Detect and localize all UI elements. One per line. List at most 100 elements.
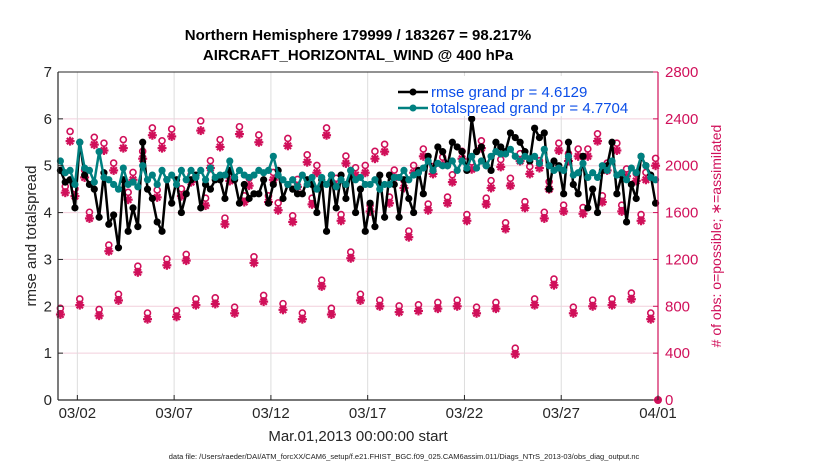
rmse-point xyxy=(90,185,98,193)
asterisk-stroke xyxy=(66,137,75,146)
rmse-point xyxy=(240,180,248,189)
asterisk-stroke xyxy=(75,301,84,310)
rmse-point xyxy=(395,213,403,221)
obs-possible-marker xyxy=(109,159,118,167)
obs-assimilated-marker xyxy=(462,216,472,226)
totalspread-point xyxy=(579,159,587,167)
rmse-point xyxy=(622,218,631,226)
rmse-point xyxy=(313,208,321,217)
obs-possible-marker xyxy=(216,135,224,144)
asterisk-stroke xyxy=(220,220,229,229)
obs-assimilated-marker xyxy=(423,205,433,215)
totalspread-point xyxy=(560,166,568,174)
y2-tick-label: 2800 xyxy=(665,64,698,81)
rmse-point xyxy=(381,213,389,221)
totalspread-point xyxy=(313,185,321,193)
line-layer xyxy=(56,115,660,252)
rmse-point xyxy=(356,185,365,193)
asterisk-stroke xyxy=(496,162,505,171)
totalspread-point xyxy=(511,152,519,160)
totalspread-point xyxy=(531,152,539,160)
obs-assimilated-marker xyxy=(568,308,578,318)
rmse-point xyxy=(439,148,447,156)
rmse-point xyxy=(569,180,577,189)
totalspread-point xyxy=(289,176,297,184)
asterisk-stroke xyxy=(370,154,379,163)
totalspread-point xyxy=(419,164,427,172)
obs-assimilated-marker xyxy=(617,206,627,216)
rmse-point xyxy=(114,244,123,252)
totalspread-point xyxy=(134,183,142,191)
rmse-point xyxy=(593,208,602,217)
obs-possible-marker xyxy=(206,156,215,165)
asterisk-stroke xyxy=(337,216,346,225)
obs-assimilated-marker xyxy=(554,145,564,155)
totalspread-point xyxy=(356,173,365,182)
rmse-point xyxy=(168,199,176,207)
totalspread-point xyxy=(235,166,244,174)
rmse-point xyxy=(468,115,476,123)
totalspread-point xyxy=(226,157,234,165)
totalspread-point xyxy=(506,145,515,153)
obs-assimilated-marker xyxy=(84,213,94,223)
obs-assimilated-marker xyxy=(133,267,143,277)
rmse-point xyxy=(651,199,660,207)
y2-tick-label: 0 xyxy=(665,392,673,409)
y2-tick-label: 2000 xyxy=(665,158,698,175)
obs-possible-marker xyxy=(158,137,166,145)
rmse-point xyxy=(197,204,205,212)
obs-assimilated-marker xyxy=(646,314,656,324)
rmse-point xyxy=(472,148,481,156)
asterisk-stroke xyxy=(506,181,515,190)
asterisk-stroke xyxy=(525,169,534,178)
y-tick-label: 5 xyxy=(44,158,52,175)
obs-assimilated-marker xyxy=(104,246,114,256)
obs-assimilated-marker xyxy=(549,280,559,290)
obs-assimilated-marker xyxy=(481,199,491,209)
obs-possible-marker xyxy=(119,135,128,144)
rmse-point xyxy=(453,143,461,151)
rmse-point xyxy=(550,157,558,165)
obs-possible-marker xyxy=(371,147,379,156)
obs-assimilated-marker xyxy=(443,198,453,208)
rmse-point xyxy=(269,180,277,189)
asterisk-stroke xyxy=(104,247,113,256)
obs-possible-marker xyxy=(322,124,331,132)
totalspread-point xyxy=(371,176,379,184)
obs-possible-marker xyxy=(129,168,137,177)
obs-assimilated-marker xyxy=(196,126,206,136)
rmse-point xyxy=(632,194,640,203)
obs-assimilated-marker xyxy=(375,301,385,311)
totalspread-point xyxy=(516,157,524,165)
totalspread-point xyxy=(90,178,98,186)
obs-assimilated-marker xyxy=(288,217,298,227)
asterisk-stroke xyxy=(167,132,176,141)
obs-assimilated-marker xyxy=(249,258,259,268)
obs-assimilated-marker xyxy=(341,158,351,168)
totalspread-point xyxy=(119,164,127,172)
rmse-point xyxy=(332,204,340,212)
rmse-point xyxy=(535,134,544,142)
rmse-point xyxy=(540,129,548,137)
asterisk-stroke xyxy=(274,206,283,215)
obs-assimilated-marker xyxy=(486,183,496,193)
obs-assimilated-marker xyxy=(210,299,220,309)
rmse-point xyxy=(608,138,616,146)
rmse-point xyxy=(589,185,597,193)
asterisk-stroke xyxy=(259,297,268,306)
totalspread-point xyxy=(182,176,190,184)
asterisk-stroke xyxy=(254,138,263,147)
obs-assimilated-marker xyxy=(404,232,414,242)
obs-assimilated-marker xyxy=(60,188,70,198)
totalspread-point xyxy=(574,169,582,177)
rmse-point xyxy=(298,190,306,198)
rmse-point xyxy=(410,208,418,217)
obs-possible-marker xyxy=(255,131,263,139)
totalspread-point xyxy=(342,180,350,189)
data-file-footer: data file: /Users/raeder/DAI/ATM_forcXX/… xyxy=(169,452,640,461)
obs-assimilated-marker xyxy=(297,314,307,324)
totalspread-point xyxy=(618,169,626,177)
obs-assimilated-marker xyxy=(181,256,191,266)
rmse-point xyxy=(613,190,621,198)
rmse-point xyxy=(487,166,495,174)
